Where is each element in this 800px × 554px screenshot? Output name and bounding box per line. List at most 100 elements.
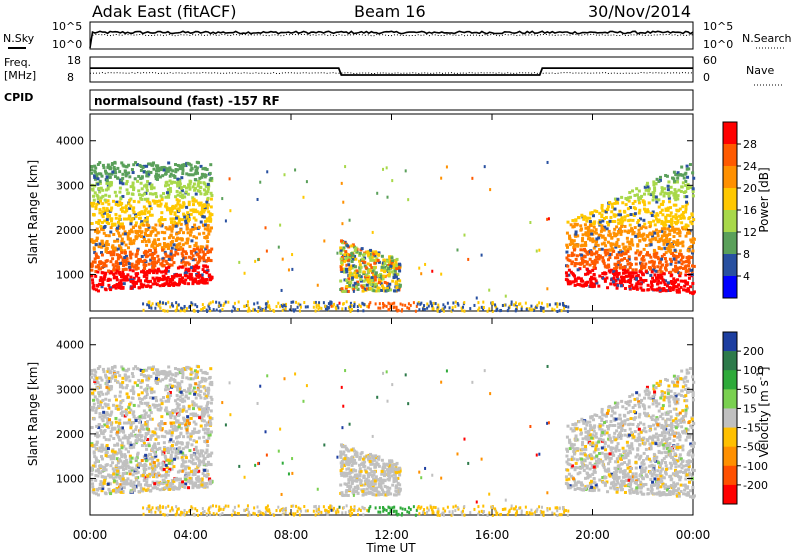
power-cell	[350, 304, 353, 308]
power-cell	[416, 302, 419, 306]
power-cell	[637, 223, 641, 227]
power-cell	[588, 223, 592, 227]
power-cell	[107, 172, 111, 176]
power-cell	[199, 213, 203, 217]
power-cell	[569, 238, 573, 242]
power-cell	[188, 187, 192, 191]
velocity-cell	[155, 399, 159, 403]
velocity-cell	[152, 466, 156, 470]
velocity-cell	[128, 402, 132, 406]
power-cell	[101, 227, 105, 231]
power-cell	[542, 309, 545, 313]
power-cell	[181, 247, 185, 251]
power-cell	[191, 254, 195, 258]
velocity-cell	[116, 407, 120, 411]
power-cell	[178, 277, 182, 281]
power-cell	[580, 213, 584, 217]
power-cell	[104, 264, 108, 268]
power-cell	[399, 302, 402, 306]
velocity-cell	[98, 486, 102, 490]
velocity-cell	[104, 438, 108, 442]
velocity-cell	[170, 433, 174, 437]
power-cell	[367, 275, 371, 279]
power-cell	[184, 219, 188, 223]
power-cell	[197, 265, 201, 269]
velocity-cell	[198, 380, 202, 384]
velocity-cell	[184, 460, 188, 464]
power-cell	[421, 307, 424, 311]
power-cell	[262, 308, 265, 312]
power-cell	[603, 277, 607, 281]
power-cell	[590, 211, 594, 215]
colorbar-swatch	[723, 166, 737, 189]
power-cell	[648, 260, 652, 264]
velocity-cell	[162, 441, 166, 445]
power-cell	[576, 268, 580, 272]
power-cell	[669, 190, 673, 194]
power-cell	[155, 276, 159, 280]
power-cell	[210, 194, 214, 198]
power-cell	[442, 307, 445, 311]
power-cell	[376, 191, 379, 195]
power-cell	[212, 308, 215, 312]
power-cell	[346, 258, 350, 262]
power-cell	[504, 294, 507, 298]
power-cell	[598, 211, 602, 215]
power-cell	[161, 278, 165, 282]
velocity-cell	[198, 459, 202, 463]
power-cell	[99, 186, 103, 190]
power-cell	[362, 309, 365, 313]
power-cell	[451, 306, 454, 310]
power-cell	[676, 231, 680, 235]
power-cell	[680, 262, 684, 266]
power-cell	[177, 219, 181, 223]
velocity-cell	[160, 402, 164, 406]
velocity-cell	[158, 488, 162, 492]
power-cell	[107, 269, 111, 273]
power-cell	[566, 254, 570, 258]
power-cell	[198, 189, 202, 193]
power-cell	[668, 200, 672, 204]
velocity-cell	[185, 419, 189, 423]
power-cell	[618, 209, 622, 213]
power-cell	[132, 163, 136, 167]
power-cell	[140, 187, 144, 191]
power-cell	[494, 303, 497, 307]
power-cell	[136, 247, 140, 251]
power-cell	[367, 279, 371, 283]
power-cell	[168, 277, 172, 281]
power-cell	[120, 237, 124, 241]
power-cell	[104, 171, 108, 175]
power-cell	[358, 263, 362, 267]
power-cell	[491, 309, 494, 313]
velocity-cell	[161, 463, 165, 467]
power-cell	[108, 278, 112, 282]
power-cell	[664, 267, 668, 271]
power-cell	[469, 307, 472, 311]
power-cell	[374, 285, 378, 289]
power-cell	[93, 191, 97, 195]
velocity-cell	[103, 478, 107, 482]
power-cell	[566, 280, 570, 284]
velocity-cell	[104, 451, 108, 455]
power-cell	[112, 253, 116, 257]
velocity-cell	[111, 467, 115, 471]
power-cell	[366, 278, 370, 282]
power-cell	[674, 268, 678, 272]
velocity-cell	[153, 468, 157, 472]
power-cell	[148, 269, 152, 273]
power-cell	[102, 211, 106, 215]
power-cell	[598, 255, 602, 259]
power-cell	[678, 249, 682, 253]
power-cell	[113, 239, 117, 243]
power-cell	[647, 201, 651, 205]
power-cell	[154, 306, 157, 310]
power-cell	[223, 302, 226, 306]
velocity-cell	[126, 450, 130, 454]
velocity-cell	[201, 481, 205, 485]
power-cell	[207, 229, 211, 233]
power-cell	[176, 193, 180, 197]
power-cell	[604, 244, 608, 248]
power-cell	[582, 216, 586, 220]
